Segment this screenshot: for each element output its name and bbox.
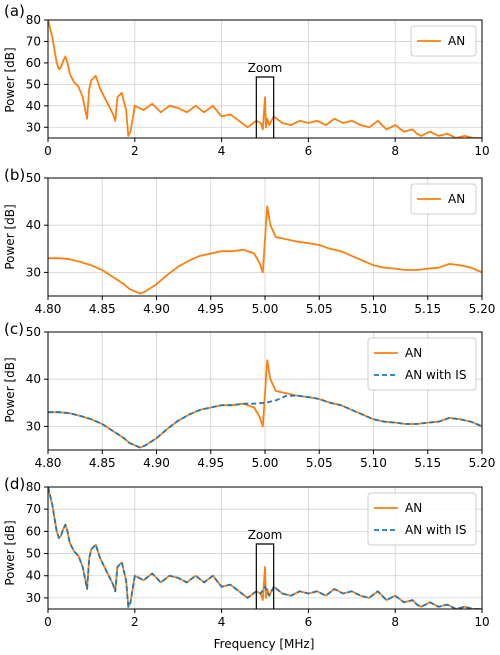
x-tick-label: 5.05	[306, 456, 333, 470]
legend-box	[410, 25, 477, 57]
panel-b: (b) Power [dB] 4.80 4.85 4.90 4.95 5.00 5.05 5…	[3, 166, 495, 316]
x-tick-label: 5.10	[360, 302, 387, 316]
y-axis-label: Power [dB]	[3, 47, 17, 112]
x-tick-label: 10	[474, 144, 489, 158]
y-tick-label: 60	[26, 524, 41, 538]
y-tick-label: 30	[26, 120, 41, 134]
y-tick-label: 40	[26, 99, 41, 113]
x-tick-label: 5.00	[252, 302, 279, 316]
legend-label: AN with IS	[405, 368, 466, 382]
legend-box	[410, 183, 477, 215]
y-tick-label: 40	[26, 569, 41, 583]
x-tick-label: 4.90	[143, 456, 170, 470]
plot-area: 4.80 4.85 4.90 4.95 5.00 5.05 5.10 5.15 5.20 30 40…	[26, 325, 496, 470]
legend-box	[367, 337, 477, 391]
x-axis-label: Frequency [MHz]	[214, 637, 315, 651]
x-tick-label: 4.80	[35, 302, 62, 316]
y-tick-label: 30	[26, 591, 41, 605]
x-tick-label: 4.95	[197, 456, 224, 470]
y-axis-label: Power [dB]	[3, 357, 17, 422]
y-axis-label: Power [dB]	[3, 204, 17, 269]
plot-area: 4.80 4.85 4.90 4.95 5.00 5.05 5.10 5.15 5.20 30 40…	[26, 171, 496, 316]
x-tick-label: 0	[44, 144, 52, 158]
y-tick-label: 50	[26, 77, 41, 91]
y-tick-label: 80	[26, 13, 41, 27]
x-tick-label: 5.20	[469, 456, 496, 470]
legend-label: AN	[405, 346, 422, 360]
x-tick-label: 5.20	[469, 302, 496, 316]
x-tick-label: 5.15	[414, 302, 441, 316]
x-tick-label: 8	[391, 615, 399, 629]
x-tick-label: 2	[131, 144, 139, 158]
x-tick-label: 10	[474, 615, 489, 629]
y-tick-label: 40	[26, 218, 41, 232]
y-tick-label: 50	[26, 171, 41, 185]
panel-d: (d) Power [dB] Frequency [MHz] Zoom 0 2 4 6 8…	[3, 475, 490, 651]
x-tick-label: 4.85	[89, 456, 116, 470]
zoom-bracket	[255, 543, 275, 609]
legend: AN	[410, 25, 477, 57]
x-tick-label: 0	[44, 615, 52, 629]
x-tick-label: 4.95	[197, 302, 224, 316]
x-tick-label: 4	[218, 144, 226, 158]
y-tick-label: 30	[26, 419, 41, 433]
legend: AN AN with IS	[367, 337, 477, 391]
series-line	[48, 20, 482, 138]
plot-area: Zoom 0 2 4 6 8 10 30 40 50 60 70 80 AN AN with IS	[26, 480, 490, 629]
y-axis-label: Power [dB]	[3, 520, 17, 585]
x-tick-label: 4	[218, 615, 226, 629]
x-tick-label: 5.00	[252, 456, 279, 470]
series-line	[48, 487, 482, 609]
y-tick-label: 70	[26, 502, 41, 516]
y-tick-label: 30	[26, 265, 41, 279]
panel-label: (d)	[4, 475, 25, 493]
legend-label: AN	[448, 192, 465, 206]
legend-label: AN	[448, 34, 465, 48]
legend-box	[367, 492, 477, 546]
panel-c: (c) Power [dB] 4.80 4.85 4.90 4.95 5.00 5.05 5…	[3, 320, 495, 470]
panel-a: (a) Power [dB] Zoom 0 2 4 6 8 10 30 40 50 60 70 80 AN	[3, 2, 490, 158]
y-tick-label: 60	[26, 56, 41, 70]
legend: AN	[410, 183, 477, 215]
plot-area: Zoom 0 2 4 6 8 10 30 40 50 60 70 80 AN	[26, 13, 490, 158]
x-tick-label: 6	[305, 144, 313, 158]
panel-label: (c)	[4, 320, 24, 338]
x-tick-label: 8	[391, 144, 399, 158]
x-tick-label: 5.15	[414, 456, 441, 470]
legend-label: AN with IS	[405, 523, 466, 537]
axes-frame	[47, 19, 483, 139]
legend: AN AN with IS	[367, 492, 477, 546]
x-tick-label: 2	[131, 615, 139, 629]
x-tick-label: 4.85	[89, 302, 116, 316]
zoom-bracket	[255, 76, 275, 138]
x-tick-label: 6	[305, 615, 313, 629]
y-tick-label: 40	[26, 372, 41, 386]
panel-label: (b)	[4, 166, 25, 184]
series-line	[48, 205, 482, 295]
x-tick-label: 5.10	[360, 456, 387, 470]
x-tick-label: 4.80	[35, 456, 62, 470]
zoom-annotation: Zoom	[248, 61, 283, 75]
series-line	[48, 394, 482, 449]
x-tick-label: 5.05	[306, 302, 333, 316]
y-tick-label: 50	[26, 547, 41, 561]
axes-frame	[47, 486, 483, 610]
zoom-annotation: Zoom	[248, 528, 283, 542]
y-tick-label: 70	[26, 34, 41, 48]
y-tick-label: 50	[26, 325, 41, 339]
legend-label: AN	[405, 501, 422, 515]
x-tick-label: 4.90	[143, 302, 170, 316]
panel-label: (a)	[4, 2, 25, 20]
y-tick-label: 80	[26, 480, 41, 494]
